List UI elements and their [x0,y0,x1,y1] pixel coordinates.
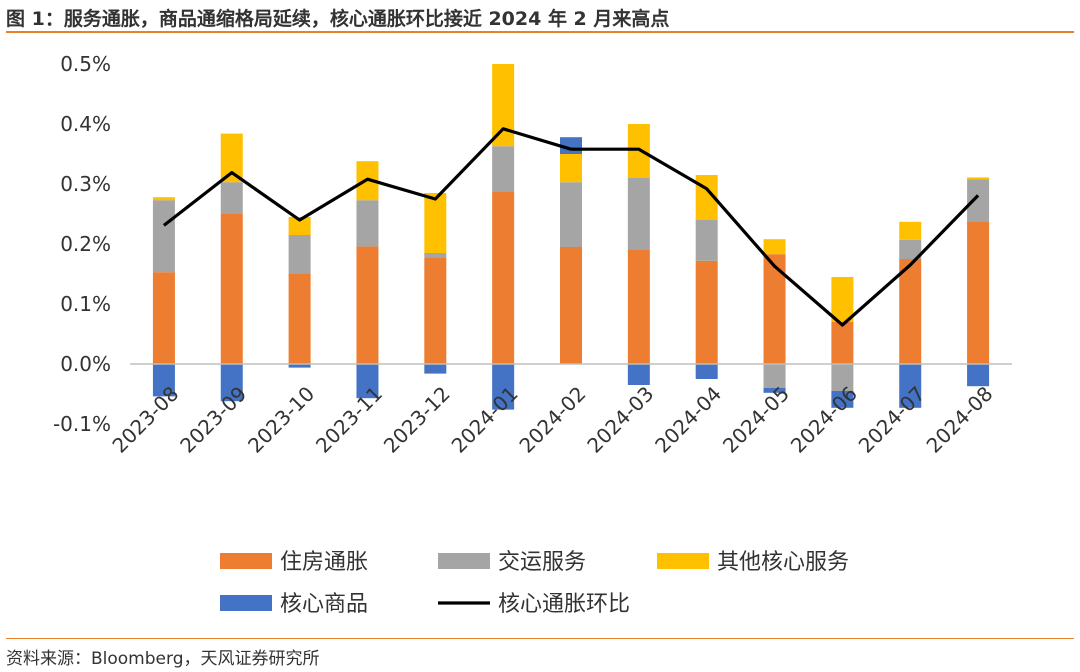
x-axis: 2023-082023-092023-102023-112023-122024-… [107,382,997,458]
bar-segment [831,364,854,391]
y-tick-label: 0.4% [60,112,111,136]
bar-segment [152,200,175,273]
bar-segment [492,146,515,192]
legend-label: 其他核心服务 [717,550,849,575]
legend-item: 交运服务 [438,550,586,575]
chart: -0.1%0.0%0.1%0.2%0.3%0.4%0.5% 2023-08202… [53,52,1012,617]
y-tick-label: 0.2% [60,232,111,256]
x-tick-label: 2024-06 [786,382,862,458]
legend-label: 交运服务 [498,550,586,575]
bar-segment [899,239,922,259]
bar-segment [288,235,311,274]
title-rule [6,31,1074,33]
bar-segment [763,239,786,255]
bar-segment [627,250,650,364]
bar-segment [220,364,243,402]
bar-segment [424,193,447,253]
line-series [162,127,980,327]
x-tick-label: 2024-03 [582,382,658,458]
source-note: 资料来源：Bloomberg，天风证券研究所 [6,649,320,669]
bar-segment [152,364,175,397]
x-tick-label: 2023-09 [175,382,251,458]
bar-segment [220,133,243,183]
bar-segment [763,254,786,364]
bar-segment [831,277,854,322]
bar-segment [356,200,379,247]
legend-label: 核心商品 [280,592,368,617]
x-tick-label: 2024-02 [514,382,590,458]
core-inflation-line [162,127,980,327]
y-axis: -0.1% 0.0% 0.1% 0.2% 0.3% 0.4% 0.5% [53,52,111,436]
bar-segment [560,247,582,364]
bar-segment [831,391,854,408]
x-tick-label: 2024-01 [447,382,523,458]
legend-item: 核心通胀环比 [438,592,630,617]
legend-label: 核心通胀环比 [498,592,630,617]
bar-segment [967,221,990,364]
bar-segment [492,364,515,410]
y-tick-label: 0.0% [60,352,111,376]
bar-segment [288,364,311,368]
bar-segment [967,364,990,387]
bar-segment [560,182,582,247]
x-tick-label: 2023-12 [379,382,455,458]
bar-segment [763,364,786,388]
bar-segment [492,64,515,147]
bar-segment [695,364,718,379]
bar-segment [288,274,311,364]
bar-segment [763,388,786,393]
y-tick-label: -0.1% [53,412,111,436]
y-tick-label: 0.5% [60,52,111,76]
x-tick-label: 2024-07 [854,382,930,458]
bar-segment [424,253,447,258]
legend-item: 其他核心服务 [657,550,849,575]
bar-segment [967,179,990,222]
bar-segment [627,178,650,250]
legend-swatch [657,553,709,569]
x-tick-label: 2023-08 [107,382,183,458]
bar-segment [288,217,311,235]
bar-segment [424,364,447,374]
legend-item: 住房通胀 [220,550,368,575]
source-rule [6,638,1074,639]
x-tick-label: 2024-08 [922,382,998,458]
bar-segment [356,246,379,364]
bar-segment [560,154,582,183]
bar-segment [220,182,243,214]
x-tick-label: 2024-05 [718,382,794,458]
bar-segment [899,364,922,408]
bar-segment [899,259,922,364]
legend-swatch [220,595,272,611]
legend-swatch [220,553,272,569]
legend-swatch [438,553,490,569]
x-tick-label: 2024-04 [650,382,726,458]
bar-segment [831,322,854,364]
bar-segment [152,272,175,364]
x-tick-label: 2023-10 [243,382,319,458]
legend-label: 住房通胀 [280,550,368,575]
bar-segment [695,260,718,364]
bar-segment [627,364,650,385]
bar-segment [220,214,243,364]
bar-segment [899,221,922,240]
legend-item: 核心商品 [220,592,368,617]
bar-segment [492,191,515,364]
bar-segment [967,177,990,180]
bars [152,64,990,410]
bar-segment [424,257,447,364]
bar-segment [695,220,718,261]
y-tick-label: 0.1% [60,292,111,316]
y-tick-label: 0.3% [60,172,111,196]
bar-segment [356,364,379,399]
x-tick-label: 2023-11 [311,382,387,458]
bar-segment [152,197,175,201]
figure-title: 图 1：服务通胀，商品通缩格局延续，核心通胀环比接近 2024 年 2 月来高点 [6,8,670,30]
